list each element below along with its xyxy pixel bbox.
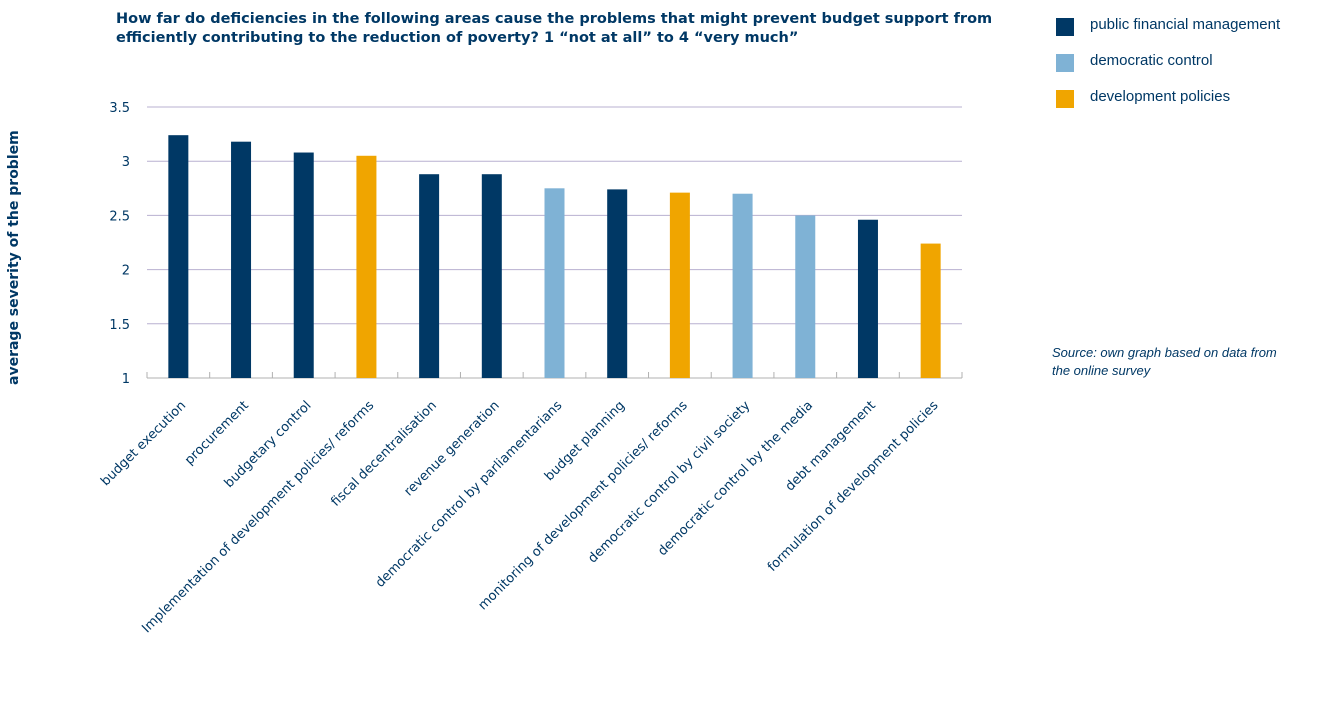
y-tick-label: 2.5 <box>109 209 130 224</box>
bar <box>356 155 377 378</box>
y-tick-label: 2 <box>122 264 130 279</box>
bar <box>481 174 502 378</box>
bar <box>920 243 941 378</box>
y-tick-label: 1.5 <box>109 318 130 333</box>
x-tick-label: monitoring of development policies/ refo… <box>476 398 691 613</box>
x-tick-label: fiscal decentralisation <box>328 398 440 510</box>
bar <box>795 215 816 378</box>
legend-label-pfm: public financial management <box>1090 16 1281 33</box>
source-note: Source: own graph based on data from the… <box>1052 345 1277 378</box>
legend-swatch-pfm <box>1056 18 1074 36</box>
bar <box>607 189 628 378</box>
y-tick-label: 1 <box>122 372 130 387</box>
bar <box>669 192 690 378</box>
x-tick-label: Implementation of development policies/ … <box>139 398 377 636</box>
chart-title: How far do deficiencies in the following… <box>116 11 993 46</box>
legend-label-democratic: democratic control <box>1090 52 1213 69</box>
legend-swatch-development <box>1056 90 1074 108</box>
bar <box>419 174 440 378</box>
y-tick-label: 3 <box>122 155 130 170</box>
bar <box>293 152 314 378</box>
legend-swatch-democratic <box>1056 54 1074 72</box>
x-tick-label: procurement <box>182 398 252 468</box>
bar <box>857 219 878 378</box>
y-tick-label: 3.5 <box>109 101 130 116</box>
bar <box>168 135 189 378</box>
bar <box>231 141 252 378</box>
legend-label-development: development policies <box>1090 88 1231 105</box>
x-tick-label: budget execution <box>98 398 189 489</box>
bar <box>732 193 753 378</box>
bar <box>544 188 565 378</box>
